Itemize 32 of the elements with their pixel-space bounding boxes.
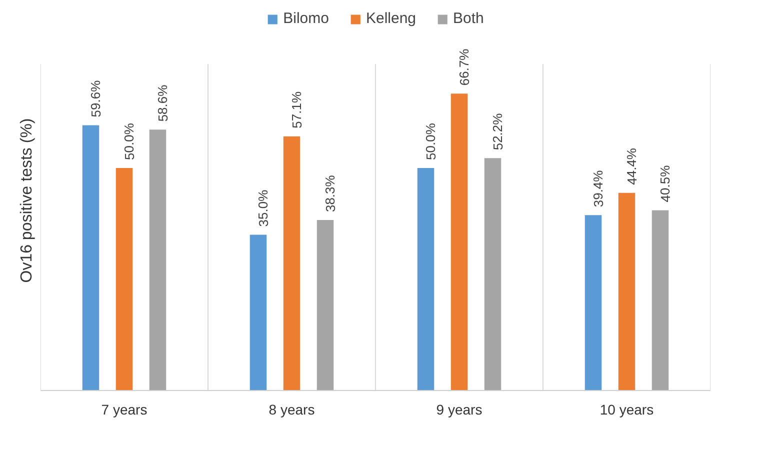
data-label: 59.6% xyxy=(88,80,104,118)
bar xyxy=(250,234,267,390)
legend-label: Both xyxy=(453,10,484,27)
data-label: 44.4% xyxy=(624,148,640,185)
bar xyxy=(82,125,100,390)
data-label: 35.0% xyxy=(256,189,271,227)
data-label: 38.3% xyxy=(322,174,338,212)
x-tick-label: 7 years xyxy=(101,402,148,418)
bar xyxy=(149,130,166,390)
bar xyxy=(316,220,334,390)
data-label: 66.7% xyxy=(456,48,472,86)
data-label: 39.4% xyxy=(590,170,606,208)
data-label: 50.0% xyxy=(423,122,438,160)
data-label: 58.6% xyxy=(155,84,170,122)
x-tick-label: 8 years xyxy=(268,402,315,418)
legend-label: Bilomo xyxy=(283,10,329,27)
bar xyxy=(484,158,502,390)
y-axis-title: Ov16 positive tests (%) xyxy=(18,118,36,283)
bar xyxy=(584,215,602,390)
bar xyxy=(652,210,669,390)
bar xyxy=(283,136,300,390)
x-tick-label: 9 years xyxy=(436,402,482,418)
data-label: 40.5% xyxy=(658,164,673,202)
bar xyxy=(450,94,468,390)
data-label: 52.2% xyxy=(490,112,506,150)
data-label: 50.0% xyxy=(122,122,137,160)
bar xyxy=(116,168,133,390)
legend-label: Kelleng xyxy=(366,10,416,27)
data-label: 57.1% xyxy=(289,91,304,128)
bar xyxy=(618,192,636,390)
bar xyxy=(417,168,434,390)
x-tick-label: 10 years xyxy=(600,402,654,418)
